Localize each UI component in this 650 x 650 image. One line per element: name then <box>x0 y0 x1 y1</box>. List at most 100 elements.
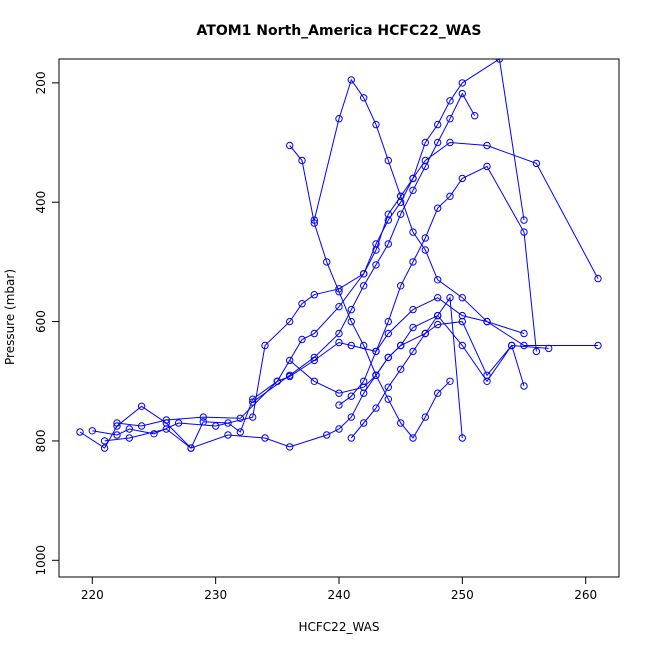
x-tick-label: 260 <box>574 588 597 602</box>
plot-frame <box>58 58 620 578</box>
plot-area <box>76 59 602 452</box>
data-point <box>347 317 355 326</box>
data-point <box>434 311 442 320</box>
data-point <box>421 162 429 171</box>
data-point <box>113 431 121 439</box>
data-point <box>335 288 343 296</box>
data-point <box>162 416 171 424</box>
data-point <box>495 59 504 63</box>
data-point <box>137 402 146 410</box>
data-point <box>261 434 269 442</box>
data-point <box>520 329 528 338</box>
data-point <box>347 392 355 400</box>
data-point <box>125 434 134 442</box>
data-point <box>298 300 306 308</box>
data-point <box>286 371 294 379</box>
data-point <box>434 389 442 397</box>
data-point <box>409 434 417 442</box>
data-point <box>458 89 466 98</box>
data-point <box>249 398 257 406</box>
data-point <box>335 401 343 409</box>
data-point <box>397 419 405 427</box>
data-point <box>323 431 331 439</box>
data-point <box>434 204 442 212</box>
data-point <box>372 371 380 379</box>
data-point <box>88 427 97 435</box>
data-point <box>594 274 602 283</box>
data-point <box>347 341 355 350</box>
data-point <box>199 413 208 421</box>
data-point <box>372 347 380 356</box>
data-point <box>384 156 392 165</box>
data-point <box>397 282 405 290</box>
data-point <box>212 422 220 430</box>
y-tick-label: 800 <box>34 429 48 452</box>
data-point <box>434 294 442 302</box>
data-point <box>310 291 318 299</box>
data-point <box>421 329 429 338</box>
data-point <box>446 377 454 385</box>
data-point <box>224 419 232 427</box>
data-point <box>446 97 454 105</box>
data-point <box>323 258 331 266</box>
y-axis: 200 400 600 800 1000 <box>34 71 59 576</box>
series-line <box>338 165 537 406</box>
x-tick-label: 250 <box>451 588 474 602</box>
data-point <box>421 246 429 254</box>
data-point <box>545 344 553 353</box>
series-line <box>289 314 525 394</box>
data-point <box>409 323 417 332</box>
data-point <box>261 341 269 350</box>
data-point <box>137 422 146 430</box>
data-point <box>520 382 528 390</box>
data-point <box>532 347 541 356</box>
data-point <box>421 138 429 147</box>
series-group <box>76 59 602 452</box>
data-point <box>372 240 380 248</box>
data-point <box>483 317 491 326</box>
data-point <box>113 419 121 427</box>
data-point <box>384 395 392 403</box>
data-point <box>520 228 528 236</box>
y-tick-label: 400 <box>34 191 48 214</box>
data-point <box>384 383 392 391</box>
data-point <box>409 258 417 266</box>
data-point <box>162 425 171 433</box>
data-point <box>409 347 417 356</box>
x-axis-label: HCFC22_WAS <box>299 620 380 634</box>
series-line <box>116 59 525 427</box>
series-line <box>252 92 476 403</box>
data-point <box>458 317 466 326</box>
y-tick-label: 1000 <box>34 545 48 576</box>
data-point <box>347 76 355 84</box>
data-point <box>397 198 405 206</box>
y-tick-label: 200 <box>34 71 48 94</box>
data-point <box>372 120 380 129</box>
data-point <box>483 377 491 385</box>
data-point <box>434 320 442 329</box>
data-point <box>174 419 183 427</box>
data-point <box>409 186 417 195</box>
data-point <box>594 341 602 350</box>
data-point <box>508 341 516 350</box>
data-point <box>224 431 232 439</box>
data-point <box>458 174 466 183</box>
data-point <box>397 365 405 373</box>
data-point <box>335 303 343 311</box>
data-point <box>335 338 343 347</box>
data-point <box>397 341 405 350</box>
data-point <box>236 414 245 422</box>
data-point <box>310 216 318 224</box>
data-point <box>347 434 355 442</box>
data-point <box>446 115 454 123</box>
data-point <box>409 174 417 183</box>
data-point <box>360 94 368 102</box>
data-point <box>347 413 355 421</box>
data-point <box>384 353 392 362</box>
data-point <box>458 294 466 302</box>
data-point <box>520 216 528 224</box>
data-point <box>360 419 368 427</box>
data-point <box>384 216 392 224</box>
data-point <box>446 192 454 201</box>
